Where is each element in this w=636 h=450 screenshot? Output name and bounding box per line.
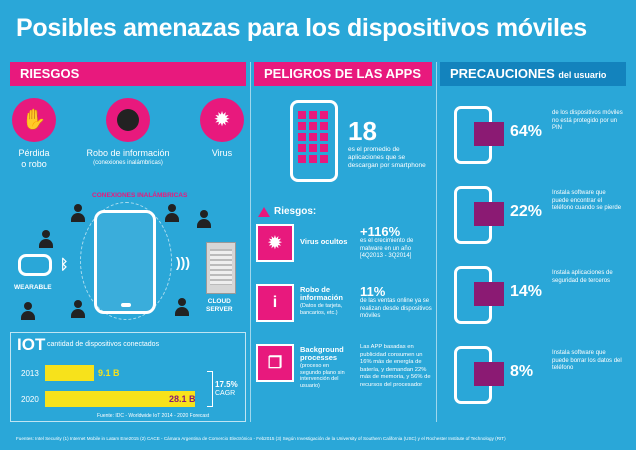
riesgos-header: RIESGOS (10, 62, 246, 86)
riesgos-label: Riesgos: (274, 206, 317, 217)
hacker-icon (106, 98, 150, 142)
precaution-bar (474, 362, 504, 386)
page-title: Posibles amenazas para los dispositivos … (16, 14, 587, 42)
apps-stat-desc: es el promedio de aplicaciones que se de… (348, 146, 426, 169)
app-risk-desc: Las APP basadas en publicidad consumen u… (360, 344, 431, 388)
cloud-server-icon (206, 242, 236, 294)
risk-label: Pérdida o robo (18, 148, 50, 169)
app-risk-name: Virus ocultos (300, 237, 348, 246)
virus-icon: ✹ (200, 98, 244, 142)
app-risk-name-block: Background processes (proceso en segundo… (300, 346, 350, 389)
precauciones-column: PRECAUCIONES del usuario 64% de los disp… (440, 62, 626, 404)
iot-year: 2020 (21, 395, 39, 404)
app-risk-stat: +116% (360, 224, 401, 239)
riesgos-column: RIESGOS ✋ Pérdida o robo Robo de informa… (10, 62, 246, 422)
iot-heading: IOT (17, 335, 46, 354)
iot-year: 2013 (21, 369, 39, 378)
hacker-icon (70, 204, 86, 222)
cagr-brace (207, 371, 213, 407)
app-risk-name: Robo de información (300, 285, 343, 302)
precaution-bar (474, 202, 504, 226)
apps-phone-illustration (290, 100, 338, 182)
apps-stat-value: 18 (348, 116, 377, 146)
precaution-bar (474, 122, 504, 146)
precaution-item: 14% Instala aplicaciones de seguridad de… (440, 266, 626, 324)
iot-source: Fuente: IDC - Worldwide IoT 2014 - 2020 … (97, 413, 210, 419)
cloud-server-label: CLOUD SERVER (206, 298, 233, 313)
background-process-icon: ❐ (256, 344, 294, 382)
hacker-icon (196, 210, 212, 228)
column-divider (250, 62, 251, 422)
sources-footer: Fuentes: Intel Security (1) Internet Mob… (16, 436, 506, 441)
precaution-pct: 14% (510, 283, 543, 300)
precaution-text: Instala aplicaciones de seguridad de ter… (552, 270, 613, 284)
iot-subheading: cantidad de dispositivos conectados (47, 341, 160, 348)
app-risk-name: Background processes (300, 345, 344, 362)
precaution-item: 22% Instala software que puede encontrar… (440, 186, 626, 244)
riesgos-subheading: Riesgos: (258, 206, 316, 217)
precauciones-header: PRECAUCIONES del usuario (440, 62, 626, 86)
hacker-icon (164, 204, 180, 222)
stolen-phone-icon: ✋ (12, 98, 56, 142)
hacker-icon (70, 300, 86, 318)
precaution-item: 8% Instala software que puede borrar los… (440, 346, 626, 404)
warning-icon (258, 206, 270, 217)
precaution-text: Instala software que puede encontrar el … (552, 190, 622, 211)
precaution-pct: 64% (510, 123, 543, 140)
app-risk-robo-informacion: i Robo de información (Datos de tarjeta,… (256, 284, 432, 338)
risk-item-virus: ✹ Virus (200, 98, 244, 159)
precaution-pct: 22% (510, 203, 543, 220)
app-risk-stat: 11% (360, 284, 386, 299)
app-risk-virus-ocultos: ✹ Virus ocultos +116% es el crecimiento … (256, 224, 432, 278)
app-risk-desc: de las ventas online ya se realizan desd… (360, 298, 432, 319)
precaution-bar (474, 282, 504, 306)
connection-ring (80, 202, 172, 320)
cagr-label: CAGR (215, 390, 236, 397)
app-risk-background-processes: ❐ Background processes (proceso en segun… (256, 344, 432, 420)
wireless-scene: ᛒ ))) WEARABLE CLOUD SERVER (10, 202, 246, 322)
iot-value-2013: 9.1 B (98, 368, 120, 378)
risk-label: Robo de información (86, 148, 170, 158)
peligros-column: PELIGROS DE LAS APPS 18 es el promedio d… (254, 62, 432, 389)
info-icon: i (256, 284, 294, 322)
hacker-icon (174, 298, 190, 316)
wifi-icon: ))) (176, 254, 190, 270)
precaution-item: 64% de los dispositivos móviles no está … (440, 106, 626, 164)
cagr-block: 17.5% CAGR (215, 381, 238, 398)
peligros-header: PELIGROS DE LAS APPS (254, 62, 432, 86)
iot-value-2020: 28.1 B (169, 394, 196, 404)
precaution-text: de los dispositivos móviles no está prot… (552, 110, 623, 131)
cagr-value: 17.5% (215, 380, 238, 389)
wearable-icon (18, 254, 52, 276)
precaution-text: Instala software que puede borrar los da… (552, 350, 622, 371)
hacker-icon (20, 302, 36, 320)
conexiones-label: CONEXIONES INALÁMBRICAS (92, 192, 188, 199)
wearable-label: WEARABLE (14, 284, 52, 291)
hidden-virus-icon: ✹ (256, 224, 294, 262)
column-divider (436, 62, 437, 422)
risk-item-robo-informacion: Robo de información (conexiones inalámbr… (80, 98, 176, 167)
iot-bar-2013 (45, 365, 94, 381)
precauciones-title: PRECAUCIONES (450, 66, 555, 81)
hacker-icon (38, 230, 54, 248)
app-risk-detail: (Datos de tarjeta, bancarios, etc.) (300, 303, 343, 316)
risk-label: Virus (211, 148, 233, 158)
bluetooth-icon: ᛒ (60, 256, 69, 272)
iot-panel: IOT cantidad de dispositivos conectados … (10, 332, 246, 422)
risk-sublabel: (conexiones inalámbricas) (93, 160, 163, 166)
app-risk-desc: es el crecimiento de malware en un año [… (360, 238, 414, 259)
iot-bar-2020 (45, 391, 195, 407)
app-risk-name-block: Robo de información (Datos de tarjeta, b… (300, 286, 350, 316)
risk-item-perdida: ✋ Pérdida o robo (12, 98, 56, 170)
smartphone-illustration (94, 210, 156, 314)
precauciones-subtitle: del usuario (558, 70, 607, 80)
app-risk-detail: (proceso en segundo plano sin intervenci… (300, 363, 345, 389)
precaution-pct: 8% (510, 363, 534, 380)
